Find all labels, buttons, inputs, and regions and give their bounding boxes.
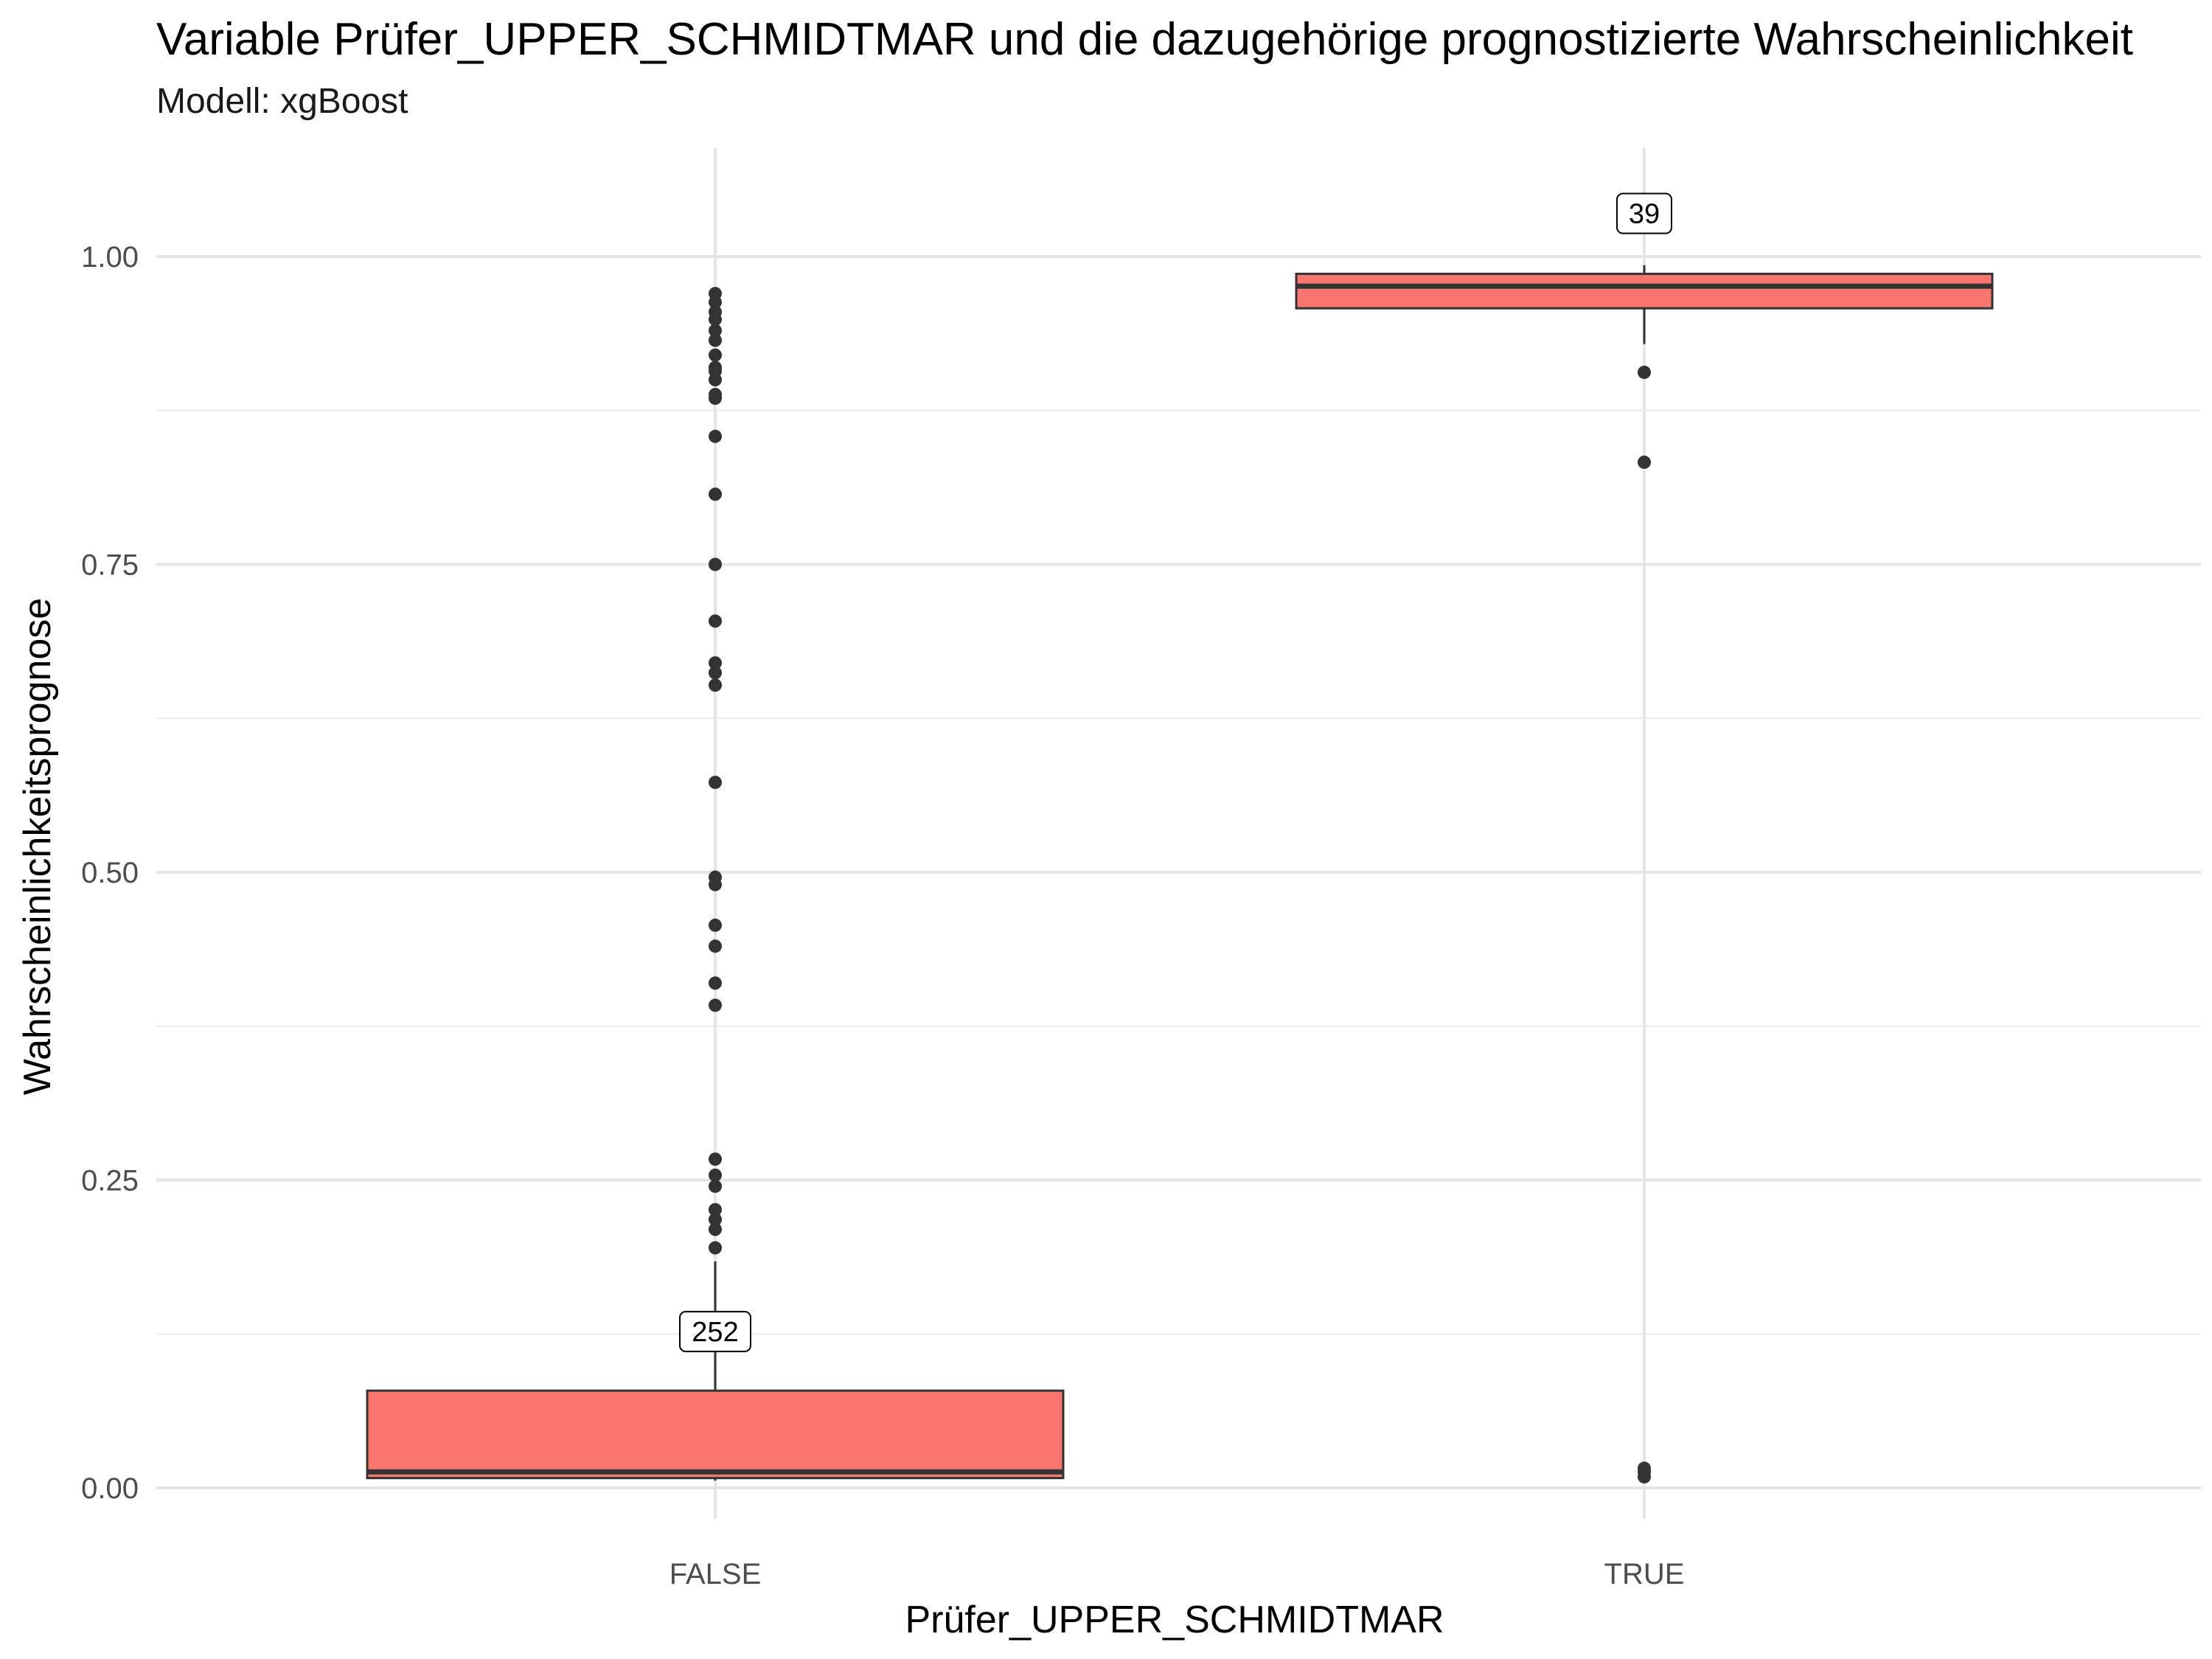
y-axis-ticks: 0.00 0.25 0.50 0.75 1.00 [81,241,139,1505]
outlier-point [709,1222,722,1237]
box-body [1295,272,1994,310]
outlier-point [709,666,722,680]
box-group: 39 [1295,192,1994,1484]
count-label-box [1616,192,1672,234]
y-tick-label: 0.50 [81,857,139,889]
outlier-point [709,939,722,953]
outlier-point [709,287,722,301]
outlier-point [709,305,722,319]
boxes: 252 39 [366,192,1994,1484]
outlier-point [709,918,722,932]
x-axis-ticks: FALSE TRUE [669,1558,1685,1590]
outlier-point [709,1203,722,1217]
outlier-point [709,1241,722,1255]
outlier-point [709,976,722,990]
outlier-point [1638,455,1651,469]
outlier-point [709,487,722,501]
y-tick-label: 0.00 [81,1472,139,1505]
x-tick-label: FALSE [669,1558,762,1590]
box-group: 252 [366,287,1065,1481]
x-tick-label: TRUE [1604,1558,1685,1590]
outlier-point [709,678,722,692]
chart-subtitle: Modell: xgBoost [156,82,408,121]
outlier-point [709,388,722,402]
outlier-point [709,1168,722,1182]
count-label: 252 [692,1317,738,1348]
outlier-point [709,557,722,571]
count-label-box [679,1310,751,1352]
outlier-point [709,776,722,790]
outlier-point [1638,1470,1651,1484]
outlier-point [709,429,722,443]
x-axis-title: Prüfer_UPPER_SCHMIDTMAR [905,1599,1444,1641]
box-body [366,1389,1065,1480]
outlier-point [709,870,722,884]
chart-title: Variable Prüfer_UPPER_SCHMIDTMAR und die… [156,14,2133,65]
outlier-point [709,324,722,338]
outlier-point [709,998,722,1012]
outlier-point [709,361,722,375]
outlier-point [1638,365,1651,379]
y-axis-title: Wahrscheinlichkeitsprognose [16,598,59,1095]
minor-gridlines [156,409,2201,1335]
y-tick-label: 1.00 [81,241,139,274]
outlier-point [709,333,722,347]
outlier-point [709,1179,722,1193]
outlier-point [709,1152,722,1166]
major-gridlines [156,147,2201,1519]
outlier-point [709,614,722,628]
outlier-point [709,656,722,670]
outlier-point [709,348,722,362]
y-tick-label: 0.25 [81,1165,139,1197]
outlier-point [709,1212,722,1226]
y-tick-label: 0.75 [81,549,139,582]
count-label: 39 [1629,199,1660,230]
